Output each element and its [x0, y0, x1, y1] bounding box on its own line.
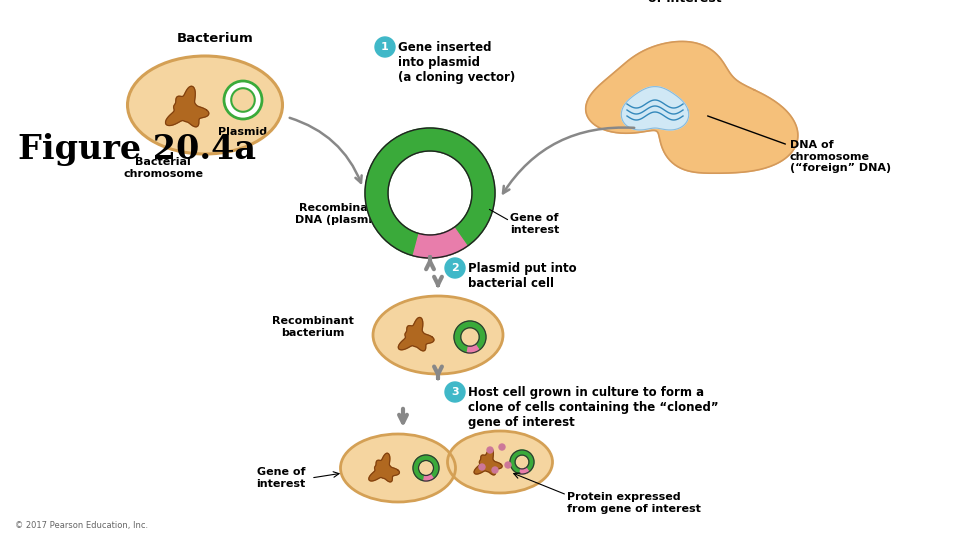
Polygon shape	[369, 453, 399, 482]
Text: Plasmid: Plasmid	[219, 127, 268, 137]
Circle shape	[499, 444, 505, 450]
Text: © 2017 Pearson Education, Inc.: © 2017 Pearson Education, Inc.	[15, 521, 148, 530]
Text: Host cell grown in culture to form a
clone of cells containing the “cloned”
gene: Host cell grown in culture to form a clo…	[468, 386, 719, 429]
Text: 3: 3	[451, 387, 459, 397]
Polygon shape	[474, 449, 502, 475]
Ellipse shape	[140, 64, 270, 146]
Text: DNA of
chromosome
(“foreign” DNA): DNA of chromosome (“foreign” DNA)	[790, 140, 891, 173]
Text: Bacterium: Bacterium	[177, 32, 253, 45]
Text: Cell containing gene
of interest: Cell containing gene of interest	[613, 0, 756, 5]
Ellipse shape	[341, 434, 455, 502]
Circle shape	[479, 464, 485, 470]
Polygon shape	[586, 42, 798, 173]
Polygon shape	[398, 318, 434, 351]
Ellipse shape	[456, 436, 544, 488]
Text: Gene of
interest: Gene of interest	[256, 467, 305, 489]
Text: Recombinant
DNA (plasmid): Recombinant DNA (plasmid)	[295, 203, 385, 225]
Text: Recombinant
bacterium: Recombinant bacterium	[272, 316, 354, 338]
Wedge shape	[413, 227, 468, 258]
Text: 1: 1	[381, 42, 389, 52]
Ellipse shape	[447, 431, 553, 493]
Ellipse shape	[349, 440, 446, 497]
Ellipse shape	[128, 56, 282, 154]
Text: Bacterial
chromosome: Bacterial chromosome	[123, 157, 203, 179]
Circle shape	[445, 258, 465, 278]
Circle shape	[375, 37, 395, 57]
Circle shape	[492, 467, 498, 473]
Text: Gene inserted
into plasmid
(a cloning vector): Gene inserted into plasmid (a cloning ve…	[398, 41, 516, 84]
Text: Plasmid put into
bacterial cell: Plasmid put into bacterial cell	[468, 262, 577, 290]
Polygon shape	[165, 86, 209, 127]
Circle shape	[487, 447, 493, 453]
Ellipse shape	[383, 302, 492, 368]
Text: Figure 20.4a: Figure 20.4a	[18, 133, 256, 166]
Ellipse shape	[373, 296, 503, 374]
Wedge shape	[520, 468, 529, 474]
Wedge shape	[423, 474, 434, 481]
Polygon shape	[621, 86, 688, 130]
Wedge shape	[468, 345, 479, 353]
Circle shape	[445, 382, 465, 402]
Text: 2: 2	[451, 263, 459, 273]
Text: Protein expressed
from gene of interest: Protein expressed from gene of interest	[567, 492, 701, 514]
Text: Gene of
interest: Gene of interest	[510, 213, 560, 234]
Circle shape	[505, 462, 511, 468]
